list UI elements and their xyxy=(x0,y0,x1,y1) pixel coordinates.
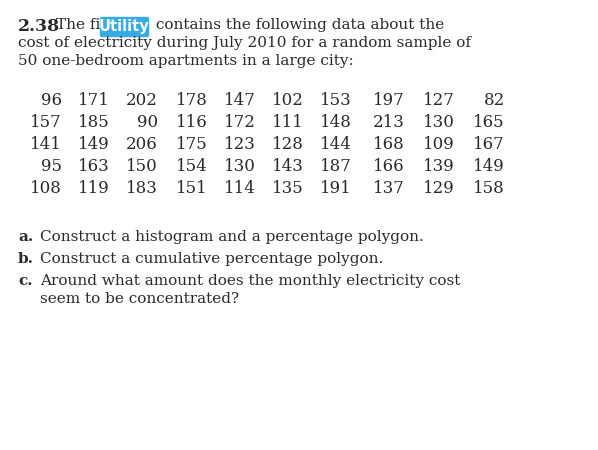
Text: seem to be concentrated?: seem to be concentrated? xyxy=(40,292,239,306)
Text: 114: 114 xyxy=(224,180,256,197)
Text: 128: 128 xyxy=(272,136,304,153)
Text: 165: 165 xyxy=(474,114,505,131)
Text: 123: 123 xyxy=(224,136,256,153)
Text: 175: 175 xyxy=(176,136,208,153)
Text: 202: 202 xyxy=(126,92,158,109)
Text: Utility: Utility xyxy=(99,19,150,35)
Text: 130: 130 xyxy=(224,158,256,175)
Text: cost of electricity during July 2010 for a random sample of: cost of electricity during July 2010 for… xyxy=(18,36,471,50)
Text: Construct a histogram and a percentage polygon.: Construct a histogram and a percentage p… xyxy=(40,230,424,244)
Text: 149: 149 xyxy=(78,136,110,153)
Text: 150: 150 xyxy=(126,158,158,175)
Text: 144: 144 xyxy=(320,136,352,153)
Text: 130: 130 xyxy=(423,114,455,131)
Text: Construct a cumulative percentage polygon.: Construct a cumulative percentage polygo… xyxy=(40,252,383,266)
Text: 197: 197 xyxy=(373,92,405,109)
Text: 102: 102 xyxy=(272,92,304,109)
Text: 163: 163 xyxy=(78,158,110,175)
Text: 137: 137 xyxy=(373,180,405,197)
Text: 154: 154 xyxy=(176,158,208,175)
Text: 171: 171 xyxy=(78,92,110,109)
Text: 143: 143 xyxy=(272,158,304,175)
Text: 191: 191 xyxy=(321,180,352,197)
Text: 108: 108 xyxy=(30,180,62,197)
Text: 183: 183 xyxy=(126,180,158,197)
Text: 172: 172 xyxy=(224,114,256,131)
Text: 168: 168 xyxy=(373,136,405,153)
Text: 153: 153 xyxy=(321,92,352,109)
Text: contains the following data about the: contains the following data about the xyxy=(151,18,444,32)
Text: 50 one-bedroom apartments in a large city:: 50 one-bedroom apartments in a large cit… xyxy=(18,54,354,68)
Text: b.: b. xyxy=(18,252,34,266)
Text: The file: The file xyxy=(56,18,119,32)
Text: a.: a. xyxy=(18,230,33,244)
Text: Around what amount does the monthly electricity cost: Around what amount does the monthly elec… xyxy=(40,274,460,288)
Text: 95: 95 xyxy=(41,158,62,175)
Text: 147: 147 xyxy=(224,92,256,109)
Text: 111: 111 xyxy=(272,114,304,131)
Text: 139: 139 xyxy=(423,158,455,175)
Text: c.: c. xyxy=(18,274,33,288)
Text: 166: 166 xyxy=(373,158,405,175)
Text: 82: 82 xyxy=(484,92,505,109)
Text: 135: 135 xyxy=(272,180,304,197)
Text: 141: 141 xyxy=(30,136,62,153)
Text: 167: 167 xyxy=(473,136,505,153)
Text: 185: 185 xyxy=(78,114,110,131)
FancyBboxPatch shape xyxy=(100,18,148,36)
Text: 151: 151 xyxy=(176,180,208,197)
Text: 129: 129 xyxy=(423,180,455,197)
Text: 109: 109 xyxy=(423,136,455,153)
Text: 127: 127 xyxy=(423,92,455,109)
Text: 157: 157 xyxy=(30,114,62,131)
Text: 148: 148 xyxy=(320,114,352,131)
Text: 2.38: 2.38 xyxy=(18,18,60,35)
Text: 116: 116 xyxy=(176,114,208,131)
Text: 158: 158 xyxy=(473,180,505,197)
Text: 178: 178 xyxy=(176,92,208,109)
Text: 206: 206 xyxy=(126,136,158,153)
Text: 90: 90 xyxy=(137,114,158,131)
Text: 213: 213 xyxy=(373,114,405,131)
Text: 149: 149 xyxy=(473,158,505,175)
Text: 187: 187 xyxy=(320,158,352,175)
Text: 96: 96 xyxy=(41,92,62,109)
Text: 119: 119 xyxy=(78,180,110,197)
